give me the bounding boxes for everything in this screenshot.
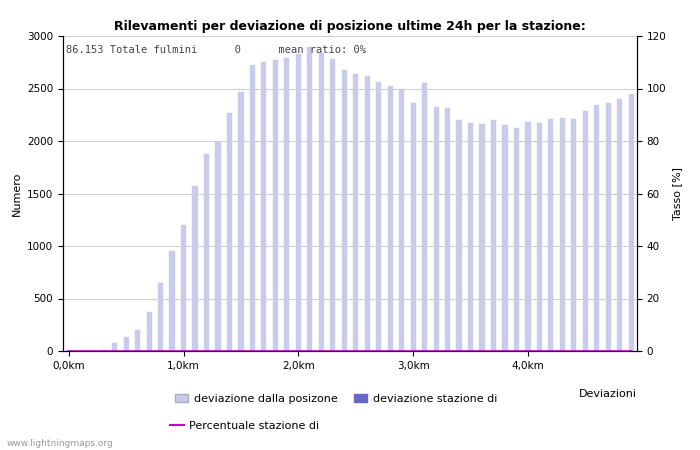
Bar (158, 283, 163, 351)
Bar (433, 108, 439, 351)
Bar (181, 225, 186, 351)
Bar (617, 99, 622, 351)
Bar (296, 54, 301, 351)
Bar (468, 123, 473, 351)
Bar (284, 58, 289, 351)
Bar (135, 330, 140, 351)
Bar (193, 186, 197, 351)
Bar (216, 141, 220, 351)
Bar (445, 108, 450, 351)
Bar (273, 60, 278, 351)
Bar (250, 65, 255, 351)
Bar (388, 86, 393, 351)
Text: www.lightningmaps.org: www.lightningmaps.org (7, 439, 113, 448)
Bar (146, 312, 152, 351)
Legend: deviazione dalla posizone, deviazione stazione di: deviazione dalla posizone, deviazione st… (170, 389, 502, 409)
Bar (330, 59, 335, 351)
Bar (411, 103, 416, 351)
Bar (491, 120, 496, 351)
Bar (169, 251, 174, 351)
Bar (594, 105, 599, 351)
Bar (342, 70, 346, 351)
Legend: Percentuale stazione di: Percentuale stazione di (166, 417, 324, 436)
Bar (112, 342, 117, 351)
Bar (583, 111, 588, 351)
Bar (606, 103, 611, 351)
Bar (376, 82, 382, 351)
Bar (503, 125, 507, 351)
Bar (629, 94, 634, 351)
Bar (526, 122, 531, 351)
Bar (227, 112, 232, 351)
Bar (571, 119, 576, 351)
Text: 86.153 Totale fulmini      0      mean ratio: 0%: 86.153 Totale fulmini 0 mean ratio: 0% (66, 45, 366, 55)
Bar (399, 89, 404, 351)
Bar (239, 92, 244, 351)
Bar (456, 120, 461, 351)
Text: Deviazioni: Deviazioni (579, 389, 637, 399)
Bar (514, 128, 519, 351)
Bar (78, 350, 83, 351)
Y-axis label: Numero: Numero (11, 171, 22, 216)
Y-axis label: Tasso [%]: Tasso [%] (672, 167, 682, 220)
Bar (354, 74, 358, 351)
Bar (422, 83, 427, 351)
Bar (365, 76, 370, 351)
Bar (318, 53, 324, 351)
Bar (480, 124, 484, 351)
Title: Rilevamenti per deviazione di posizione ultime 24h per la stazione:: Rilevamenti per deviazione di posizione … (114, 20, 586, 33)
Bar (307, 46, 312, 351)
Bar (537, 123, 542, 351)
Bar (124, 338, 129, 351)
Bar (204, 153, 209, 351)
Bar (548, 119, 554, 351)
Bar (261, 62, 267, 351)
Bar (560, 118, 565, 351)
